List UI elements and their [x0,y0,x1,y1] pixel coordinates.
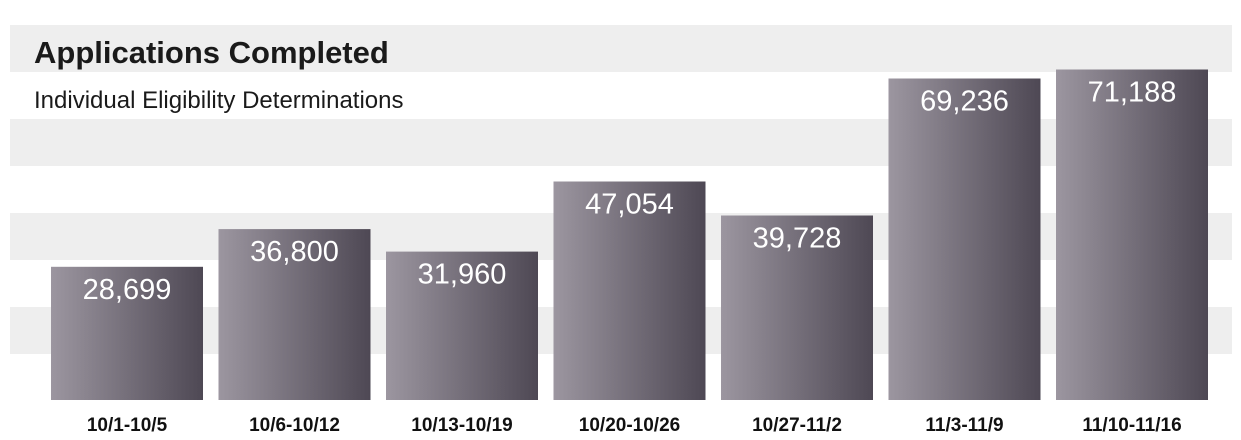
bar [218,229,371,400]
x-tick-label: 10/13-10/19 [411,415,512,436]
x-tick-label: 11/3-11/9 [925,415,1003,436]
x-tick-label: 10/6-10/12 [249,415,340,436]
x-tick-label: 10/27-11/2 [752,415,842,436]
bar-value-label: 31,960 [418,259,507,291]
chart-title: Applications Completed [34,35,389,70]
x-tick-label: 10/20-10/26 [579,415,680,436]
bar [888,78,1041,400]
background-band [10,119,1232,166]
x-tick-label: 11/10-11/16 [1082,415,1181,436]
bar-value-label: 28,699 [83,274,172,306]
bar-value-label: 69,236 [920,86,1009,118]
bar-value-label: 47,054 [585,189,674,221]
bar-value-label: 71,188 [1088,77,1177,109]
bar [386,251,538,400]
value-labels: 28,699 36,800 31,960 47,054 39,728 69,236 71,1… [83,77,1177,306]
bars [51,69,1208,400]
bar [51,266,203,400]
bar [1056,69,1208,400]
x-axis-ticks: 10/1-10/5 10/6-10/12 10/13-10/19 10/20-10/2… [87,415,1182,436]
background-band [10,25,1232,72]
bar-value-label: 39,728 [753,223,842,255]
x-tick-label: 10/1-10/5 [87,415,168,436]
bar [721,215,873,400]
chart-subtitle: Individual Eligibility Determinations [34,87,404,114]
bar-value-label: 36,800 [250,236,339,268]
bar [553,181,706,400]
